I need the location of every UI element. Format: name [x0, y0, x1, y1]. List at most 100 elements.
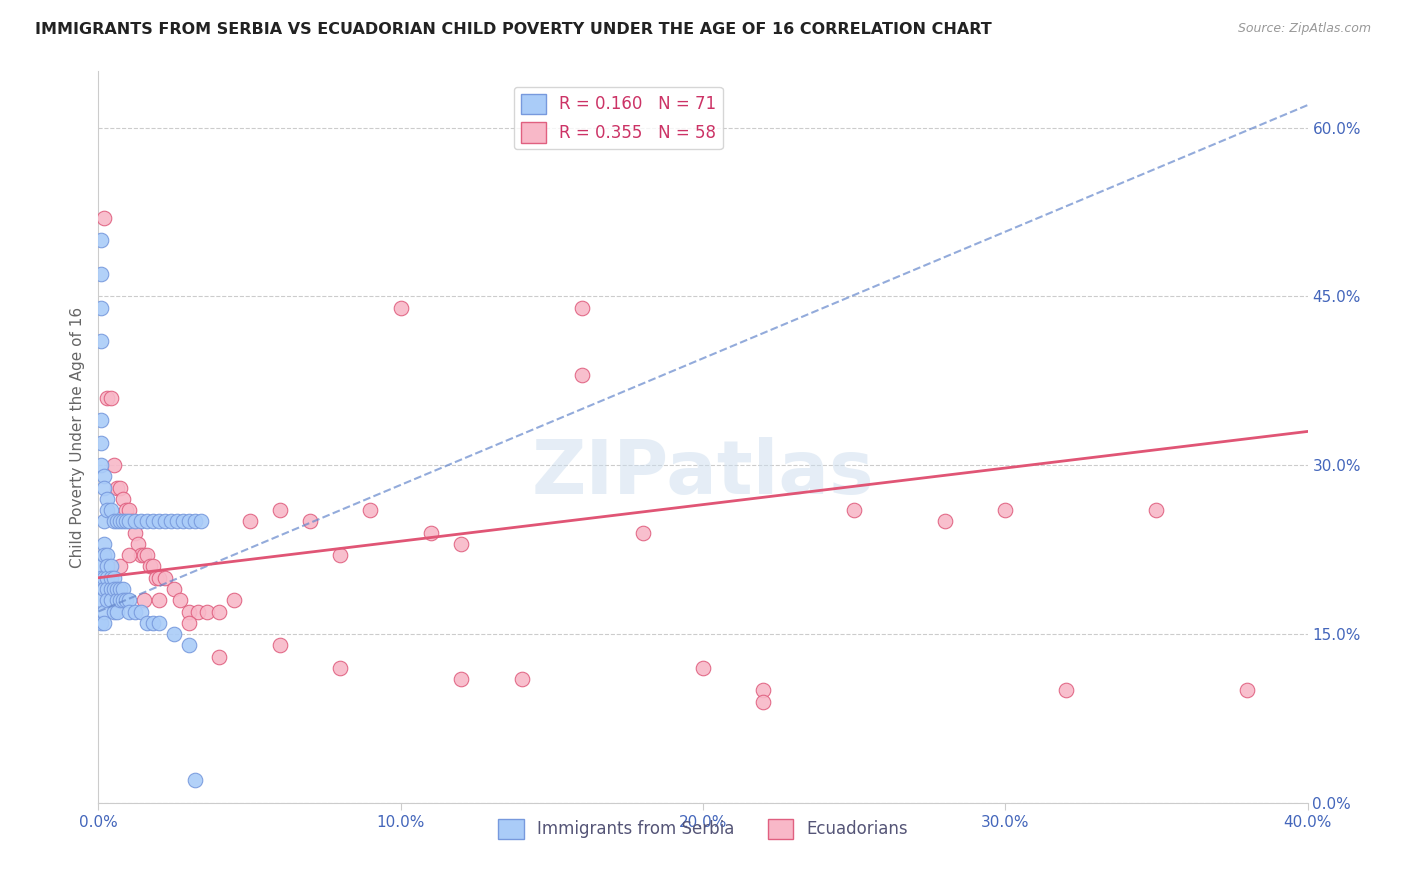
Point [148, 593, 170, 607]
Point [103, 582, 125, 596]
Point [108, 559, 131, 574]
Point [179, 515, 201, 529]
Point [100, 593, 122, 607]
Point [114, 515, 136, 529]
Point [96, 503, 118, 517]
Point [118, 548, 141, 562]
Point [93, 605, 115, 619]
Point [90, 559, 112, 574]
Point [90, 593, 112, 607]
Point [142, 615, 165, 630]
Point [90, 267, 112, 281]
Point [93, 211, 115, 225]
Point [190, 515, 212, 529]
Point [108, 481, 131, 495]
Point [93, 571, 115, 585]
Point [103, 458, 125, 473]
Point [169, 593, 191, 607]
Point [111, 515, 134, 529]
Point [631, 525, 654, 540]
Point [105, 605, 128, 619]
Point [450, 537, 472, 551]
Point [571, 301, 593, 315]
Point [148, 515, 170, 529]
Point [105, 515, 128, 529]
Point [90, 334, 112, 349]
Point [135, 548, 157, 562]
Point [163, 627, 186, 641]
Point [163, 582, 186, 596]
Point [208, 605, 231, 619]
Point [1054, 683, 1077, 698]
Point [105, 593, 128, 607]
Point [90, 458, 112, 473]
Point [184, 515, 207, 529]
Point [100, 582, 122, 596]
Point [692, 661, 714, 675]
Point [148, 571, 170, 585]
Point [105, 582, 128, 596]
Point [103, 582, 125, 596]
Point [103, 571, 125, 585]
Point [184, 773, 207, 788]
Point [153, 571, 176, 585]
Point [179, 605, 201, 619]
Point [108, 593, 131, 607]
Point [269, 503, 291, 517]
Point [142, 515, 165, 529]
Point [844, 503, 866, 517]
Point [135, 515, 157, 529]
Point [187, 605, 209, 619]
Point [224, 593, 246, 607]
Point [179, 615, 201, 630]
Point [93, 582, 115, 596]
Point [450, 672, 472, 686]
Point [96, 593, 118, 607]
Point [752, 694, 775, 708]
Point [269, 638, 291, 652]
Point [752, 683, 775, 698]
Point [179, 638, 201, 652]
Point [135, 615, 157, 630]
Point [90, 435, 112, 450]
Point [93, 615, 115, 630]
Point [111, 582, 134, 596]
Point [299, 515, 322, 529]
Point [105, 481, 128, 495]
Point [96, 582, 118, 596]
Point [93, 469, 115, 483]
Point [93, 481, 115, 495]
Point [172, 515, 194, 529]
Point [90, 301, 112, 315]
Point [96, 559, 118, 574]
Point [329, 548, 352, 562]
Point [142, 559, 165, 574]
Point [994, 503, 1017, 517]
Point [103, 515, 125, 529]
Point [160, 515, 183, 529]
Point [96, 391, 118, 405]
Point [389, 301, 412, 315]
Legend: Immigrants from Serbia, Ecuadorians: Immigrants from Serbia, Ecuadorians [492, 812, 914, 846]
Text: ZIPatlas: ZIPatlas [531, 437, 875, 510]
Point [96, 571, 118, 585]
Point [93, 548, 115, 562]
Point [100, 571, 122, 585]
Point [90, 615, 112, 630]
Point [108, 582, 131, 596]
Point [420, 525, 443, 540]
Point [132, 548, 155, 562]
Point [124, 515, 146, 529]
Point [118, 503, 141, 517]
Point [114, 593, 136, 607]
Point [111, 593, 134, 607]
Point [132, 593, 155, 607]
Point [124, 525, 146, 540]
Point [195, 605, 218, 619]
Point [103, 605, 125, 619]
Point [166, 515, 188, 529]
Point [153, 515, 176, 529]
Point [100, 559, 122, 574]
Text: Source: ZipAtlas.com: Source: ZipAtlas.com [1237, 22, 1371, 36]
Point [129, 605, 152, 619]
